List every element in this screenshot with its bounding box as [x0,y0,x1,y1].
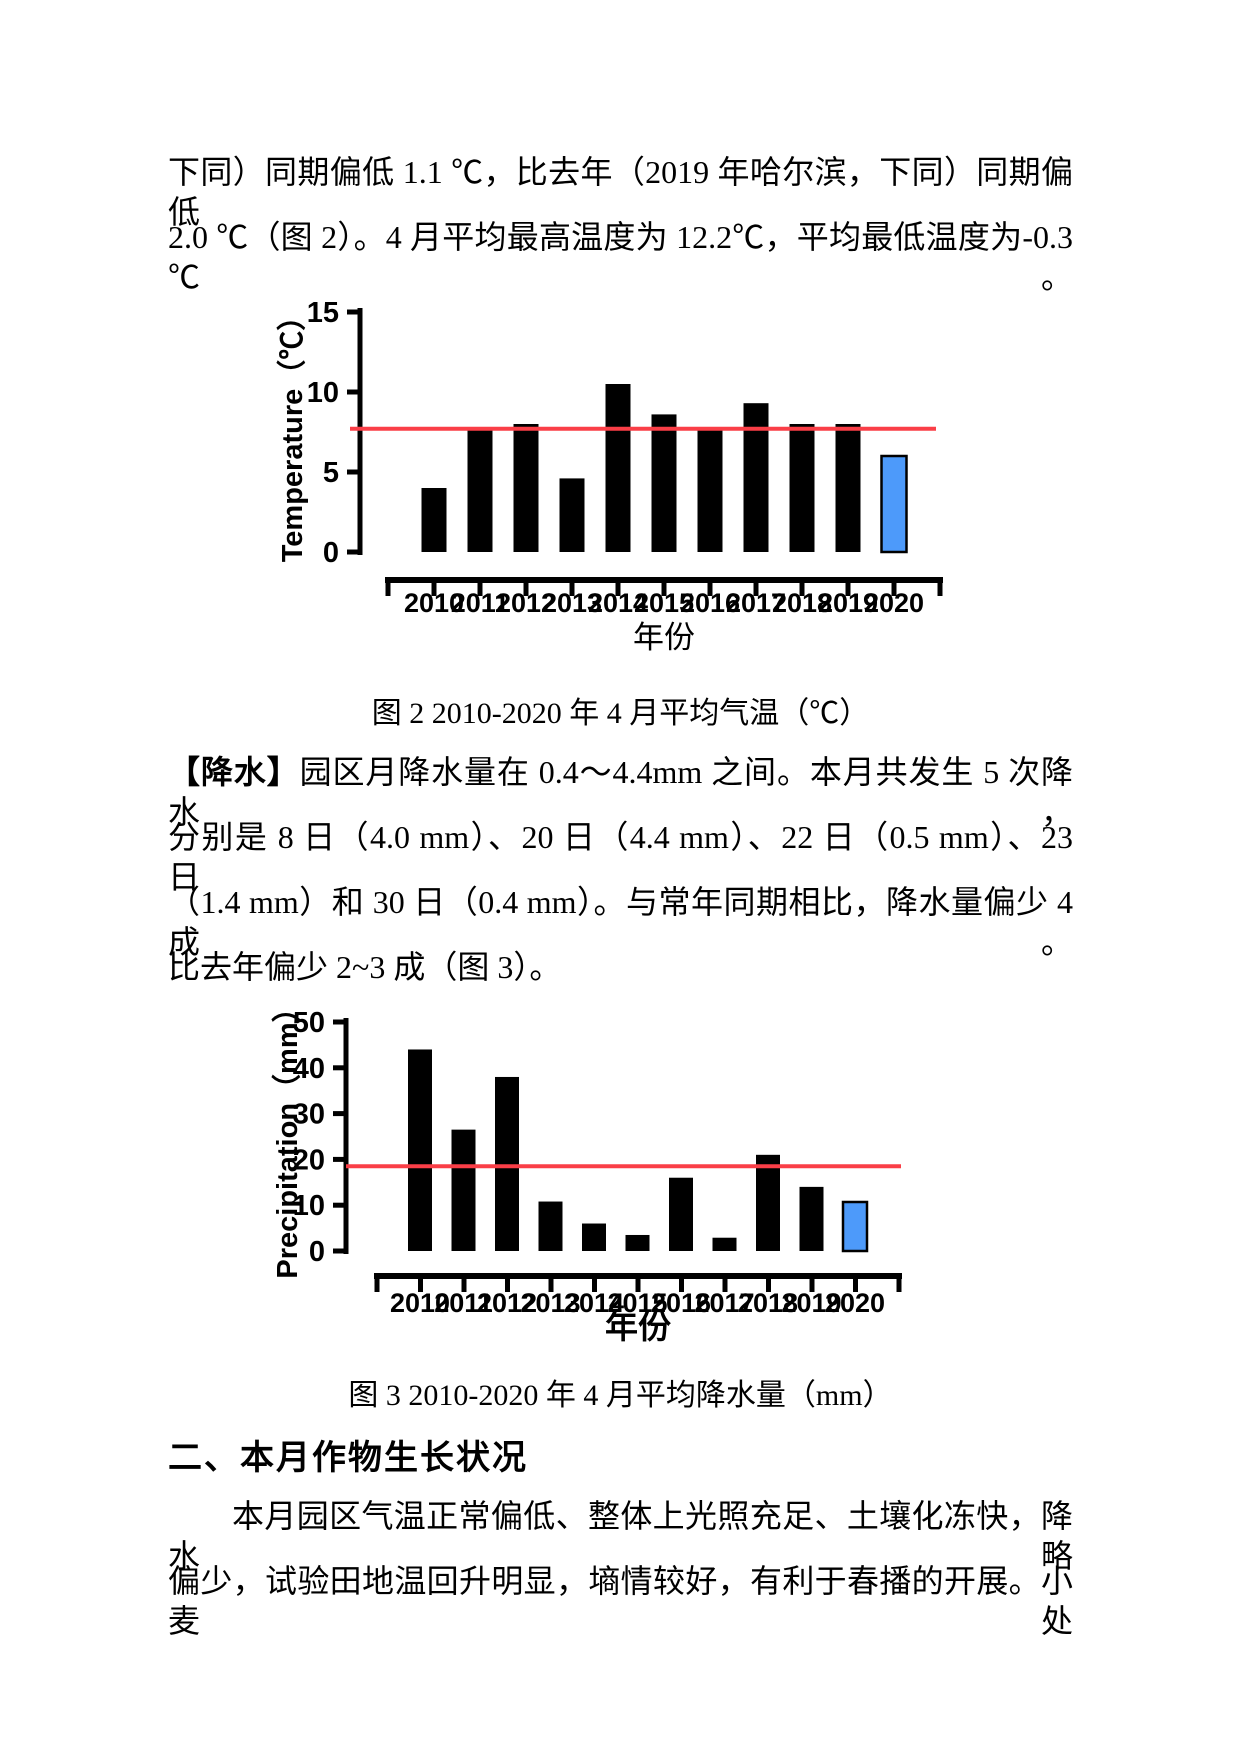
bar-2012 [513,424,539,552]
y-axis-title: Temperature（℃） [276,302,309,563]
paragraph-precipitation-line4: 比去年偏少 2~3 成（图 3）。 [168,949,562,985]
x-axis-title: 年份 [605,1308,671,1345]
x-axis-tick-label: 2015 [634,588,694,618]
x-axis-tick-label: 2013 [542,588,602,618]
x-axis-tick-label: 2020 [825,1288,885,1318]
paragraph-temperature-line2: 2.0 ℃（图 2）。4 月平均最高温度为 12.2℃，平均最低温度为-0.3 … [168,219,1073,295]
paragraph-precipitation-line1-text: 园区月降水量在 0.4～4.4mm 之间。本月共发生 5 次降水， [168,754,1073,830]
x-axis-tick-label: 2011 [451,588,510,618]
bar-2010 [421,488,447,552]
paragraph-growth-line2: 偏少，试验田地温回升明显，墒情较好，有利于春播的开展。小麦处 [168,1563,1073,1639]
bar-2020 [841,1200,869,1253]
y-axis-tick-label: 10 [307,377,339,409]
x-axis-tick-label: 2016 [651,1288,711,1318]
bar-2017 [712,1237,737,1251]
figure2-caption: 图 2 2010-2020 年 4 月平均气温（℃） [371,697,870,730]
bar-2016 [697,428,723,552]
figure3-caption: 图 3 2010-2020 年 4 月平均降水量（mm） [348,1379,893,1412]
precipitation-bold-label: 【降水】 [168,754,300,790]
x-axis-tick-label: 2014 [564,1288,624,1318]
y-axis-tick-label: 15 [307,297,339,329]
x-axis-tick-label: 2018 [738,1288,798,1318]
bar-2012 [495,1076,519,1251]
bar-2018 [756,1154,780,1251]
paragraph-growth-line1: 本月园区气温正常偏低、整体上光照充足、土壤化冻快，降水略 [168,1498,1073,1574]
y-axis-tick-label: 30 [293,1099,325,1131]
x-axis-tick-label: 2011 [434,1288,493,1318]
bar-2020 [880,454,908,554]
y-axis-tick-label: 5 [323,457,339,489]
x-axis-title: 年份 [633,620,695,655]
y-axis-title: Precipitation（mm） [271,993,304,1278]
paragraph-temperature-line1: 下同）同期偏低 1.1 ℃，比去年（2019 年哈尔滨，下同）同期偏低 [168,154,1073,230]
bar-2013 [559,478,585,552]
x-axis-tick-label: 2017 [694,1288,754,1318]
y-axis-tick-label: 50 [293,1007,325,1039]
bar-2014 [605,384,631,552]
x-axis-tick-label: 2014 [588,588,648,618]
y-axis-tick-label: 0 [323,537,339,569]
x-axis-tick-label: 2012 [496,588,556,618]
x-axis-tick-label: 2018 [772,588,832,618]
paragraph-precipitation-line2: 分别是 8 日（4.0 mm）、20 日（4.4 mm）、22 日（0.5 mm… [168,819,1073,895]
bar-2014 [582,1223,606,1251]
bar-2010 [408,1049,432,1251]
x-axis-tick-label: 2015 [607,1288,667,1318]
y-axis-tick-label: 40 [293,1053,325,1085]
x-axis-tick-label: 2010 [404,588,464,618]
paragraph-precipitation-line1: 【降水】园区月降水量在 0.4～4.4mm 之间。本月共发生 5 次降水， [168,752,1073,832]
x-axis-tick-label: 2019 [781,1288,841,1318]
x-axis-tick-label: 2020 [864,588,924,618]
section-heading: 二、本月作物生长状况 [168,1439,528,1477]
x-axis-tick-label: 2019 [818,588,878,618]
x-axis-tick-label: 2010 [390,1288,450,1318]
bar-2019 [835,424,861,552]
bar-2011 [467,427,493,552]
bar-2015 [651,414,677,552]
y-axis-tick-label: 10 [293,1190,325,1222]
y-axis-tick-label: 20 [293,1144,325,1176]
bar-2017 [743,403,769,552]
x-axis-tick-label: 2017 [726,588,786,618]
bar-2015 [625,1234,650,1251]
bar-2011 [451,1129,476,1251]
bar-2016 [669,1177,693,1251]
x-axis-tick-label: 2012 [477,1288,537,1318]
paragraph-precipitation-line3: （1.4 mm）和 30 日（0.4 mm）。与常年同期相比，降水量偏少 4 成… [168,884,1073,960]
x-axis-tick-label: 2016 [680,588,740,618]
bar-2018 [789,424,815,552]
bar-2013 [538,1201,563,1251]
x-axis-tick-label: 2013 [520,1288,580,1318]
bar-2019 [799,1186,824,1251]
y-axis-tick-label: 0 [309,1236,325,1268]
